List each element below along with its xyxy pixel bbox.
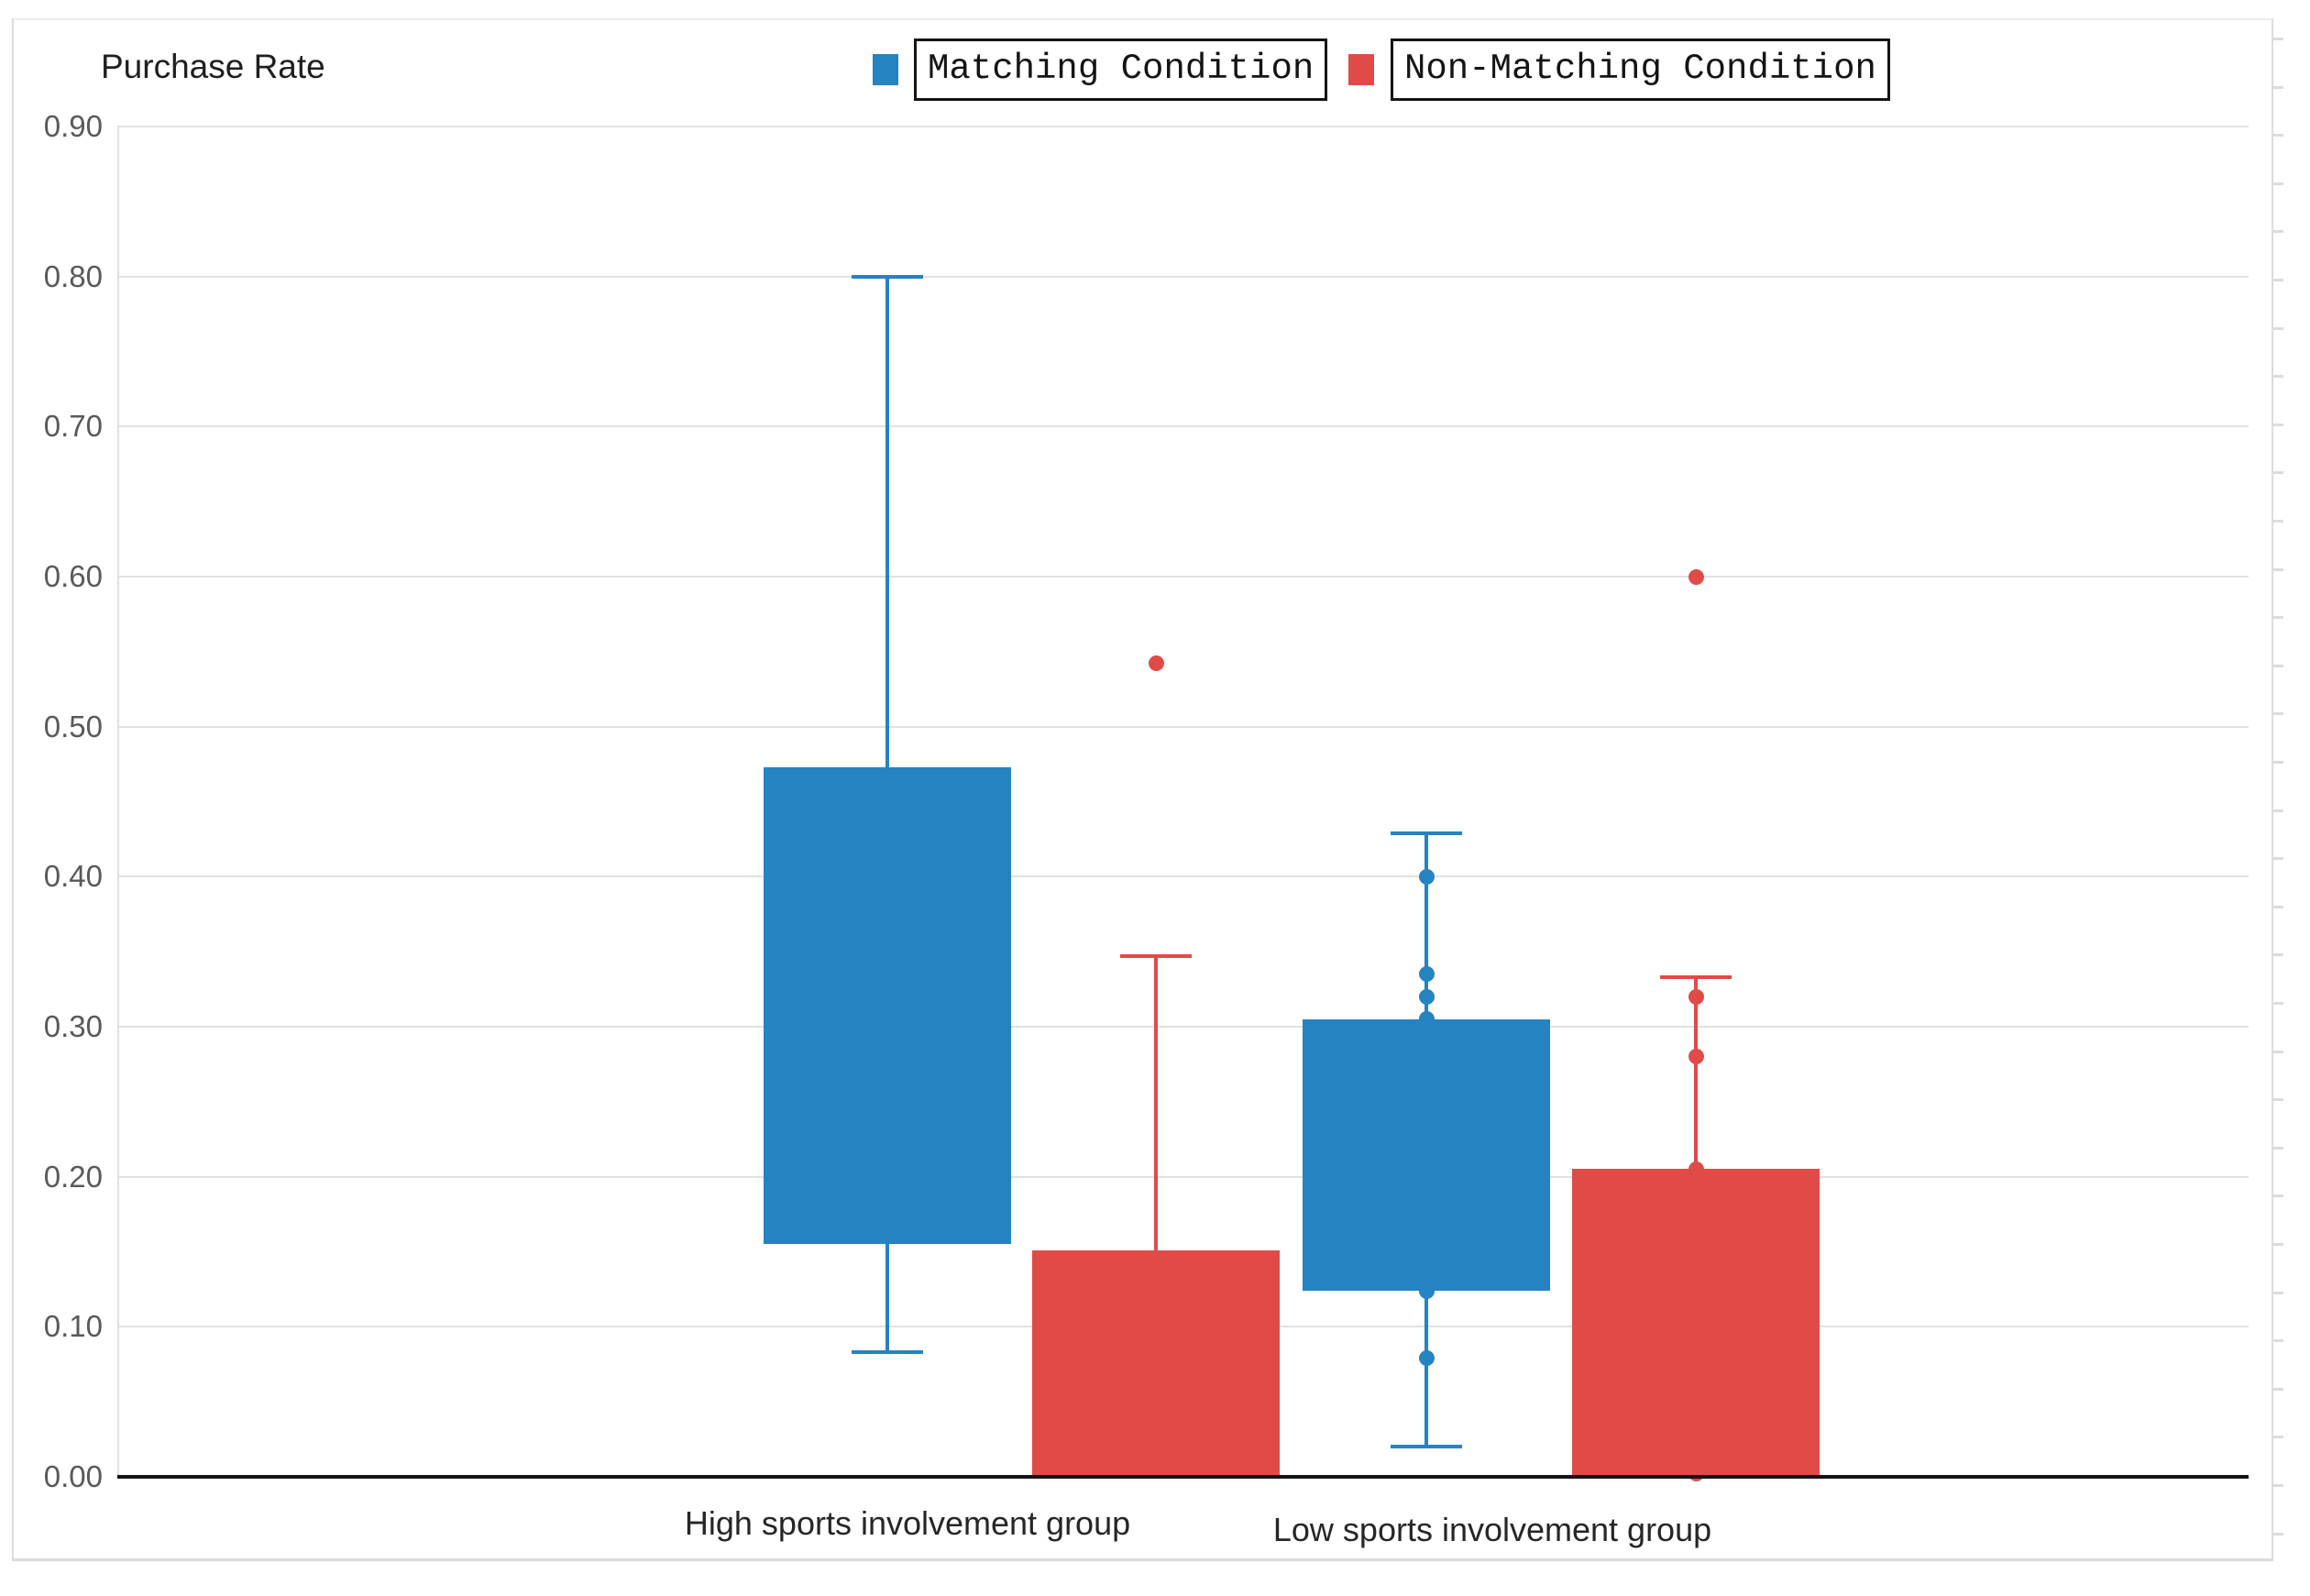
ruler-tick (2272, 182, 2283, 185)
ruler-tick (2272, 471, 2283, 474)
whisker-cap-lower (1391, 1445, 1462, 1448)
ruler-tick (2272, 712, 2283, 715)
gridline (117, 875, 2249, 877)
data-point-matching-condition (1419, 1350, 1435, 1366)
ruler-tick (2272, 375, 2283, 378)
ruler-tick (2272, 1051, 2283, 1053)
x-axis-line (117, 1475, 2249, 1479)
ruler-tick (2272, 616, 2283, 619)
box-matching-condition-high-sports-involvement-group (764, 767, 1011, 1244)
ruler-tick (2272, 809, 2283, 812)
box-non-matching-condition-low-sports-involvement-group (1572, 1169, 1820, 1477)
data-point-matching-condition (1419, 1283, 1435, 1299)
gridline (117, 126, 2249, 127)
whisker-cap-upper (852, 275, 923, 279)
whisker-cap-lower (852, 1350, 923, 1354)
y-axis-tick-label: 0.20 (43, 1160, 103, 1194)
ruler-tick (2272, 38, 2283, 40)
data-point-non-matching-condition (1688, 1049, 1704, 1064)
figure-frame-top (12, 18, 2272, 20)
x-axis-label-high-group: High sports involvement group (684, 1504, 1131, 1542)
ruler-tick (2272, 1098, 2283, 1101)
data-point-matching-condition (1419, 989, 1435, 1005)
box-non-matching-condition-high-sports-involvement-group (1032, 1250, 1280, 1477)
ruler-tick (2272, 86, 2283, 89)
ruler-tick (2272, 665, 2283, 667)
data-point-matching-condition (1419, 1011, 1435, 1027)
whisker-cap-upper (1120, 954, 1192, 958)
legend-label-non-matching: Non-Matching Condition (1391, 39, 1890, 101)
gridline (117, 276, 2249, 278)
ruler-tick (2272, 1147, 2283, 1150)
data-point-non-matching-condition (1149, 655, 1164, 671)
ruler-tick (2272, 761, 2283, 764)
y-axis-tick-label: 0.00 (43, 1459, 103, 1493)
gridline (117, 1176, 2249, 1178)
ruler-tick (2272, 520, 2283, 523)
ruler-tick (2272, 1002, 2283, 1005)
y-axis-tick-label: 0.40 (43, 859, 103, 893)
ruler-tick (2272, 568, 2283, 571)
y-axis-tick-label: 0.90 (43, 109, 103, 143)
data-point-non-matching-condition (1688, 989, 1704, 1005)
y-axis-tick-label: 0.60 (43, 559, 103, 593)
plot-area: 0.00 0.10 0.20 0.30 0.40 0.50 0.60 0.70 0.80 0.90 (44, 109, 2249, 1493)
data-point-non-matching-condition (1688, 569, 1704, 585)
chart-title: Purchase Rate (101, 48, 325, 85)
ruler-tick (2272, 1533, 2283, 1535)
y-axis-tick-label: 0.10 (43, 1309, 103, 1343)
whisker-line-upper (1424, 833, 1428, 1019)
data-point-matching-condition (1419, 869, 1435, 885)
legend-swatch-matching-icon (873, 54, 898, 85)
y-axis-tick-label: 0.80 (43, 259, 103, 293)
ruler-tick (2272, 230, 2283, 233)
ruler-tick (2272, 134, 2283, 137)
ruler-tick (2272, 906, 2283, 908)
ruler-tick (2272, 1388, 2283, 1391)
y-axis-tick-label: 0.70 (43, 409, 103, 443)
whisker-line-upper (1154, 956, 1158, 1250)
ruler-tick (2272, 1243, 2283, 1246)
y-axis-tick-label: 0.50 (43, 710, 103, 743)
ruler-tick (2272, 1292, 2283, 1294)
ruler-tick (2272, 857, 2283, 860)
whisker-line-upper (886, 277, 889, 767)
legend-label-matching: Matching Condition (914, 39, 1328, 101)
ruler-tick (2272, 279, 2283, 281)
whisker-line-lower (886, 1244, 889, 1352)
whisker-line-upper (1694, 977, 1698, 1169)
whisker-cap-upper (1391, 831, 1462, 835)
ruler-tick (2272, 424, 2283, 426)
ruler-tick (2272, 953, 2283, 956)
figure-frame-bottom (12, 1558, 2273, 1561)
plot-left-border (117, 127, 119, 1477)
data-point-non-matching-condition (1688, 1466, 1704, 1481)
y-axis-tick-label: 0.30 (43, 1009, 103, 1043)
ruler-tick (2272, 327, 2283, 330)
ruler-tick (2272, 1484, 2283, 1487)
x-axis-label-low-group: Low sports involvement group (1272, 1511, 1712, 1548)
gridline (117, 576, 2249, 578)
data-point-non-matching-condition (1688, 1161, 1704, 1177)
ruler-tick (2272, 1436, 2283, 1438)
gridline (117, 425, 2249, 427)
figure-frame-left (12, 18, 14, 1560)
data-point-matching-condition (1419, 966, 1435, 982)
figure-frame-right (2272, 18, 2273, 1561)
whisker-cap-upper (1660, 975, 1732, 979)
gridline (117, 726, 2249, 728)
ruler-tick (2272, 1339, 2283, 1342)
legend-swatch-non-matching-icon (1348, 54, 1374, 85)
gridline (117, 1026, 2249, 1028)
box-matching-condition-low-sports-involvement-group (1303, 1019, 1550, 1291)
whisker-line-lower (1424, 1291, 1428, 1447)
ruler-tick (2272, 1194, 2283, 1197)
